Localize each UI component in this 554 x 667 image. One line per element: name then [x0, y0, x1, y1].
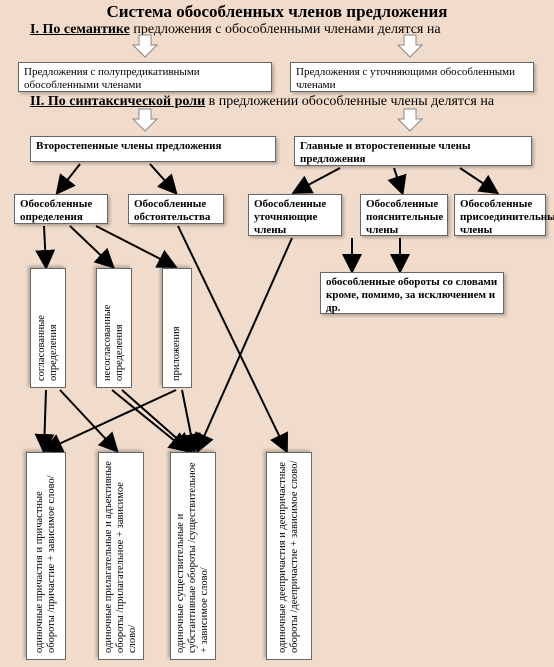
- box-w2: одиночные прилагательные и адъективные о…: [98, 452, 144, 660]
- box-c4: Обособленные пояснительные члены: [360, 194, 448, 236]
- box-c5: Обособленные присоединительные члены: [454, 194, 546, 236]
- box-b3: Второстепенные члены предложения: [30, 136, 276, 162]
- section-1: I. По семантике предложения с обособленн…: [0, 22, 554, 38]
- box-b1: Предложения с полупредикативными обособл…: [18, 62, 272, 92]
- box-b2: Предложения с уточняющими обособленными …: [290, 62, 534, 92]
- box-v1: согласованные определения: [30, 268, 66, 388]
- box-w4: одиночные деепричастия и деепричастные о…: [266, 452, 312, 660]
- box-v3: приложения: [162, 268, 192, 388]
- section-2-lead: II. По синтаксической роли: [30, 94, 205, 109]
- section-1-lead: I. По семантике: [30, 22, 130, 37]
- box-c6: обособленные обороты со словами кроме, п…: [320, 272, 504, 314]
- box-b4: Главные и второстепенные члены предложен…: [294, 136, 532, 166]
- section-2-rest: в предложении обособленные члены делятся…: [205, 94, 494, 109]
- diagram-title: Система обособленных членов предложения: [0, 2, 554, 22]
- box-v2: несогласованные определения: [96, 268, 132, 388]
- box-c3: Обособленные уточняющие члены: [248, 194, 342, 236]
- section-1-rest: предложения с обособленными членами деля…: [130, 22, 441, 37]
- box-w3: одиночные существительные и субстантивны…: [170, 452, 216, 660]
- box-w1: одиночные причастия и причастные обороты…: [26, 452, 66, 660]
- section-2: II. По синтаксической роли в предложении…: [0, 94, 554, 110]
- box-c2: Обособленные обстоятельства: [128, 194, 224, 224]
- box-c1: Обособленные определения: [14, 194, 108, 224]
